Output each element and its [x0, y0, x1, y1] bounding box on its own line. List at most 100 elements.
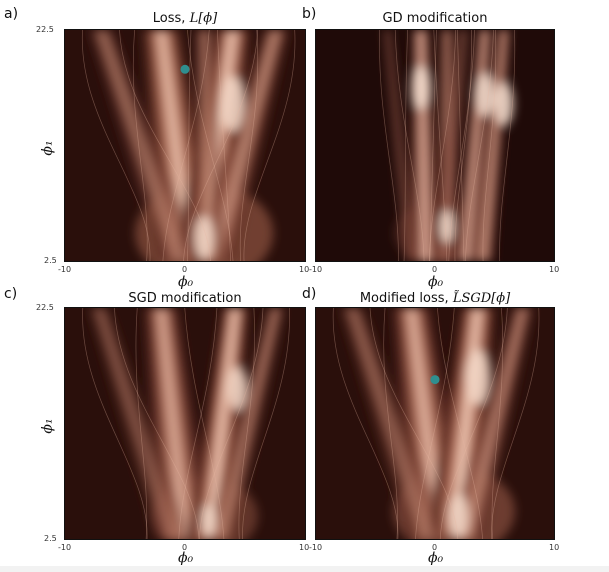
heatmap-plot	[315, 307, 555, 540]
y-tick-label: 22.5	[36, 303, 54, 312]
heatmap-ridge	[440, 30, 465, 261]
heatmap-svg	[65, 308, 305, 539]
heatmap-hotspot	[449, 493, 469, 539]
heatmap-hotspot	[475, 72, 495, 117]
x-tick-label: 10	[549, 265, 560, 274]
y-tick-label: 2.5	[44, 256, 57, 265]
contour-line	[82, 308, 148, 539]
contour-line	[433, 30, 448, 261]
contour-line	[499, 30, 516, 261]
contour-line	[332, 308, 399, 539]
contour-line	[119, 30, 211, 261]
heatmap-hotspot	[221, 76, 245, 132]
contour-line	[415, 308, 455, 539]
contour-line	[429, 30, 437, 261]
heatmap-svg	[316, 30, 554, 261]
contour-line	[183, 30, 259, 261]
contour-line	[383, 308, 398, 539]
x-tick-label: 0	[432, 265, 438, 274]
contour-line	[491, 308, 504, 539]
x-tick-label: 0	[182, 265, 188, 274]
contour-line	[187, 30, 192, 261]
title-text: GD modification	[382, 11, 488, 26]
contour-line	[437, 308, 483, 539]
x-tick-label: 10	[299, 543, 310, 552]
contour-line	[184, 308, 225, 539]
heatmap-plot	[64, 307, 306, 540]
contour-line	[454, 30, 472, 261]
heatmap-svg	[316, 308, 554, 539]
heatmap-ridge	[205, 308, 238, 539]
contour-line	[239, 30, 259, 261]
heatmap-ridge	[386, 30, 413, 261]
x-tick-label: 0	[182, 543, 188, 552]
heatmap-ridge	[96, 308, 176, 539]
contour-line	[82, 30, 151, 261]
panel-letter: d)	[302, 286, 317, 302]
contour-line	[394, 30, 425, 261]
contour-line	[114, 308, 200, 539]
title-text: Modified loss,	[359, 291, 453, 306]
contour-line	[199, 308, 264, 539]
contour-line	[187, 30, 234, 261]
contour-line	[132, 30, 148, 261]
heatmap-hotspot	[194, 215, 214, 261]
current-parameter-marker	[180, 64, 190, 74]
x-tick-label: -10	[309, 265, 323, 274]
x-tick-label: -10	[309, 543, 323, 552]
contour-line	[243, 30, 296, 261]
contour-line	[403, 30, 408, 261]
contour-line	[428, 30, 457, 261]
heatmap-plot	[315, 29, 555, 262]
heatmap-hotspot	[439, 209, 455, 243]
title-text: SGD modification	[128, 291, 242, 306]
x-tick-label: -10	[58, 543, 72, 552]
heatmap-ridge	[462, 308, 525, 539]
contour-line	[439, 308, 508, 539]
heatmap-hotspot	[228, 366, 248, 412]
contour-line	[369, 308, 459, 539]
y-tick-label: 2.5	[44, 534, 57, 543]
heatmap-ridge	[158, 308, 190, 539]
contour-line	[162, 30, 210, 261]
contour-line	[135, 308, 148, 539]
title-math: L̃SGD[ϕ]	[452, 291, 511, 306]
panel-title: Modified loss, L̃SGD[ϕ]	[315, 291, 555, 306]
panel-letter: b)	[302, 6, 317, 22]
contour-line	[178, 308, 218, 539]
panel-title: Loss, L[ϕ]	[64, 11, 306, 26]
contour-line	[242, 308, 290, 539]
x-tick-label: 0	[432, 543, 438, 552]
title-math: L[ϕ]	[189, 11, 218, 26]
contour-line	[217, 30, 231, 261]
contour-line	[379, 30, 399, 261]
heatmap-ridge	[210, 30, 279, 261]
heatmap-svg	[65, 30, 305, 261]
bottom-strip	[0, 566, 609, 572]
heatmap-hotspot	[494, 81, 514, 127]
x-axis-label: ϕ₀	[178, 274, 194, 290]
heatmap-hotspot	[201, 503, 217, 538]
y-tick-label: 22.5	[36, 25, 54, 34]
y-axis-label: ϕ₁	[39, 418, 56, 434]
x-tick-label: -10	[58, 265, 72, 274]
y-axis-label: ϕ₁	[39, 140, 56, 156]
x-tick-label: 10	[549, 543, 560, 552]
panel-title: SGD modification	[64, 291, 306, 306]
panel-title: GD modification	[315, 11, 555, 26]
title-text: Loss,	[152, 11, 190, 26]
x-tick-label: 10	[299, 265, 310, 274]
heatmap-plot	[64, 29, 306, 262]
heatmap-hotspot	[465, 349, 490, 406]
x-axis-label: ϕ₀	[178, 550, 194, 566]
heatmap-hotspot	[411, 65, 431, 110]
contour-line	[457, 30, 465, 261]
heatmap-ridge	[202, 30, 212, 261]
current-parameter-marker	[430, 375, 440, 385]
heatmap-ridge	[98, 30, 184, 261]
x-axis-label: ϕ₀	[428, 550, 444, 566]
x-axis-label: ϕ₀	[428, 274, 444, 290]
contour-line	[491, 308, 540, 539]
heatmap-ridge	[218, 308, 278, 539]
